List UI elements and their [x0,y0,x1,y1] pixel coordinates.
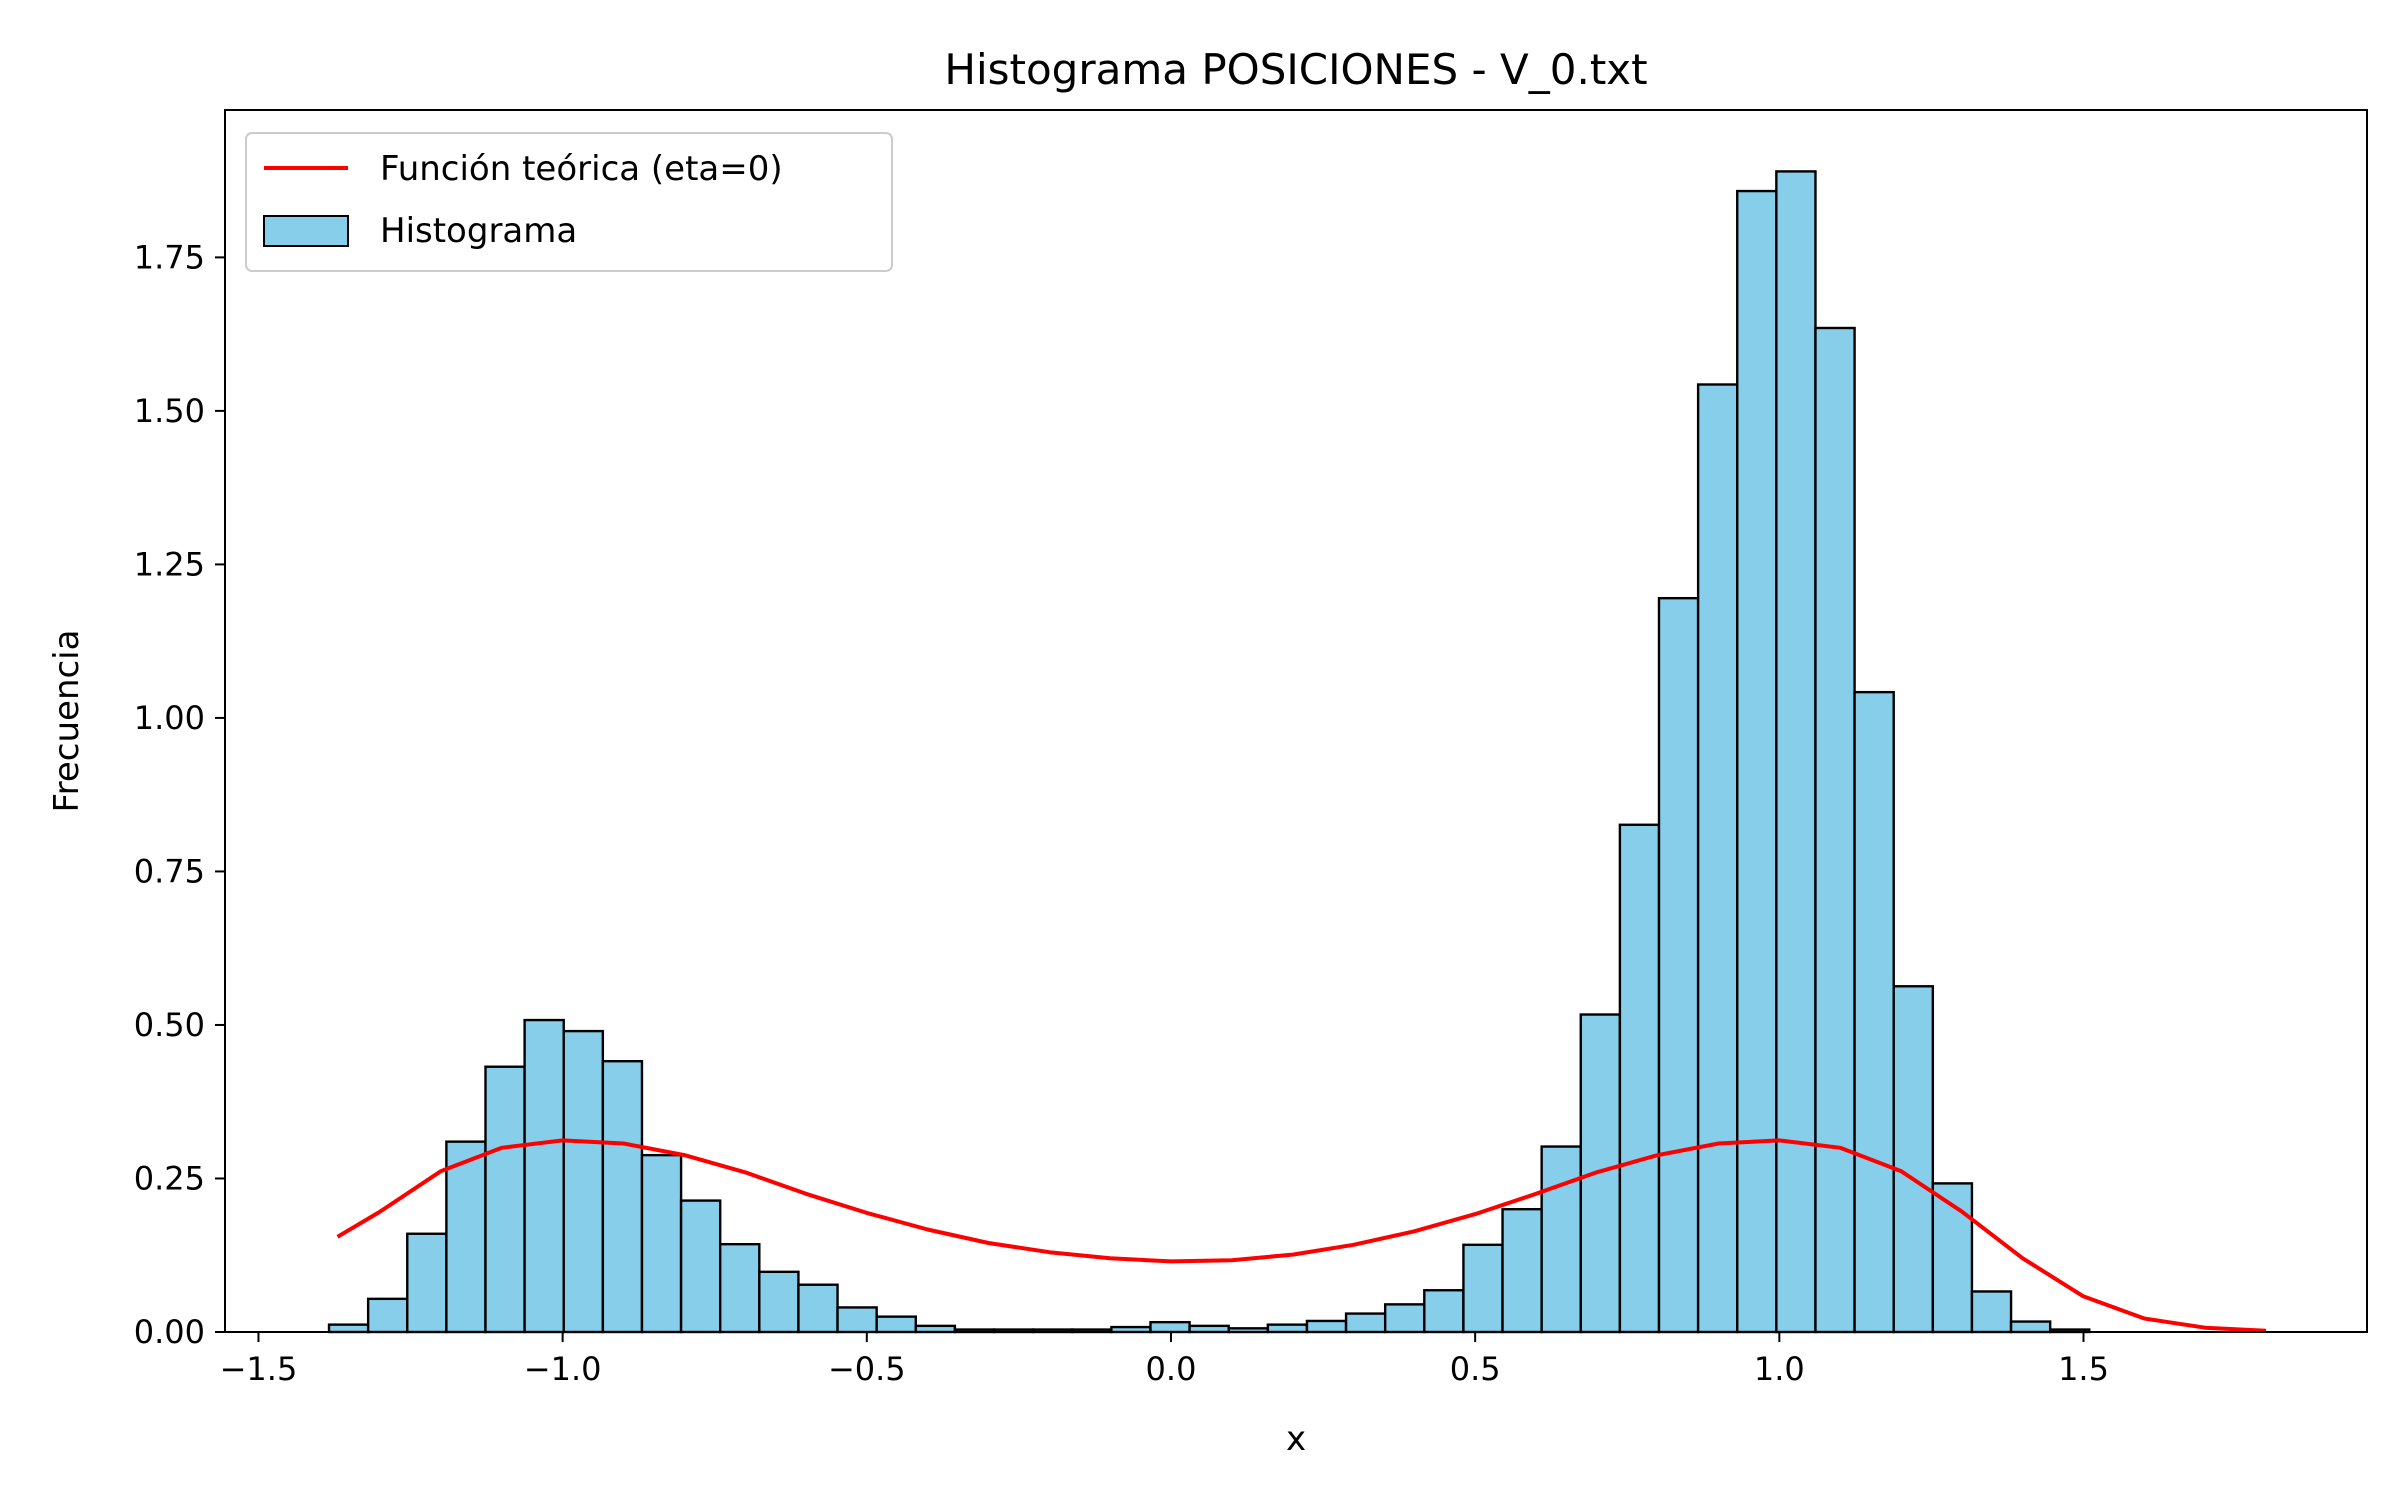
histogram-bar [1344,1312,1387,1334]
legend-label-curve: Función teórica (eta=0) [380,149,783,189]
histogram-bar [758,1270,800,1334]
histogram-bars [327,170,2091,1334]
histogram-bar [1462,1243,1504,1334]
histogram-bar [1501,1207,1543,1334]
legend-label-histogram: Histograma [380,211,577,251]
chart-title: Histograma POSICIONES - V_0.txt [944,45,1647,94]
histogram-bar [484,1065,526,1334]
x-tick-label: −1.0 [524,1350,602,1388]
histogram-bar [1736,189,1778,1334]
plot-frame [224,109,2368,1333]
histogram-bar [327,1323,370,1334]
histogram-bar [1696,383,1739,1334]
histogram-bar [1266,1323,1309,1334]
histogram-bar [601,1059,644,1334]
x-tick-label: 1.0 [1754,1350,1805,1388]
histogram-bar [640,1153,683,1334]
y-tick-label: 1.00 [134,699,205,737]
y-axis-ticks: 0.00 0.25 0.50 0.75 1.00 1.25 1.50 1.75 [134,238,225,1351]
histogram-bar [1423,1289,1465,1334]
histogram-bar [1892,985,1935,1334]
histogram-bar [445,1140,487,1334]
histogram-bar [1814,326,1856,1334]
y-tick-label: 1.50 [134,392,205,430]
y-tick-label: 0.00 [134,1313,205,1351]
x-tick-label: −0.5 [828,1350,906,1388]
x-tick-label: −1.5 [220,1350,298,1388]
histogram-bar [679,1199,722,1334]
histogram-bar [1970,1290,2013,1334]
histogram-bar [1540,1145,1582,1334]
y-tick-label: 0.75 [134,852,205,890]
x-tick-label: 0.5 [1450,1350,1501,1388]
histogram-bar [718,1242,761,1334]
y-tick-label: 0.25 [134,1159,205,1197]
y-tick-label: 1.25 [134,545,205,583]
y-tick-label: 1.75 [134,238,205,276]
histogram-bar [1931,1182,1974,1334]
y-axis-label: Frecuencia [47,630,87,813]
histogram-bar [875,1315,917,1334]
legend: Función teórica (eta=0) Histograma [245,132,893,272]
histogram-bar [406,1232,448,1334]
histogram-bar [1305,1319,1348,1334]
histogram-bar [1853,690,1895,1334]
histogram-bar [523,1018,565,1334]
histogram-bar [797,1283,839,1334]
x-axis-label: x [1286,1419,1306,1459]
x-axis-ticks: −1.5 −1.0 −0.5 0.0 0.5 1.0 1.5 [220,1332,2109,1388]
histogram-bar [1618,823,1661,1334]
histogram-bar [1383,1303,1426,1334]
histogram-bar [1775,170,1817,1334]
histogram-bar [2009,1320,2052,1334]
histogram-bar [562,1029,605,1334]
y-tick-label: 0.50 [134,1006,205,1044]
histogram-bar [366,1297,409,1334]
legend-box [245,132,893,272]
histogram-bar [1149,1320,1191,1334]
legend-bar-swatch [263,215,349,247]
histogram-bar [1657,596,1700,1334]
theoretical-curve-layer [336,1138,2267,1333]
theoretical-curve-line [336,1138,2267,1333]
x-tick-label: 1.5 [2058,1350,2109,1388]
histogram-bar [836,1306,878,1334]
x-tick-label: 0.0 [1146,1350,1197,1388]
